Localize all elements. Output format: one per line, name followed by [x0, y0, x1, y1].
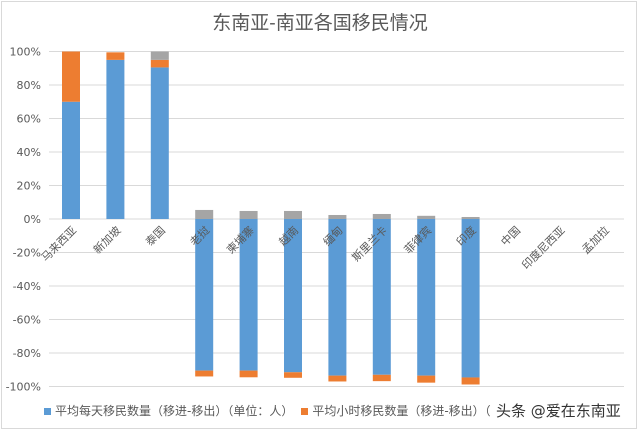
bar-segment [239, 219, 258, 371]
bar-segment [195, 370, 214, 377]
bar-segment [328, 375, 347, 382]
bar-segment [284, 210, 302, 219]
y-tick-label: 80% [17, 79, 41, 92]
bar-segment [372, 219, 391, 375]
legend-swatch-hourly [301, 408, 309, 415]
x-tick-label: 新加坡 [90, 223, 123, 256]
bar-segment [239, 210, 258, 219]
legend-swatch-daily [44, 408, 51, 415]
legend-label-daily: 平均每天移民数量（移进-移出）（单位：人） [55, 404, 294, 418]
y-tick-label: -60% [13, 314, 41, 327]
bar-segment [372, 213, 391, 219]
bar-segment [106, 59, 125, 219]
bar-segment [239, 370, 258, 378]
y-tick-label: -40% [13, 280, 41, 293]
bar-segment [372, 374, 391, 382]
bar-segment [461, 377, 480, 385]
legend-item-daily: 平均每天移民数量（移进-移出）（单位：人） [44, 402, 293, 419]
bar-segment [62, 101, 80, 219]
y-tick-label: 20% [17, 180, 41, 193]
y-tick-label: 60% [17, 113, 41, 126]
x-tick-label: 中国 [498, 224, 523, 249]
bar-segment [417, 219, 436, 376]
y-tick-label: -80% [13, 347, 41, 360]
bar-segment [62, 51, 80, 102]
bar-segment [461, 216, 480, 219]
bar-segment [284, 219, 302, 373]
legend: 平均每天移民数量（移进-移出）（单位：人） 平均小时移民数量（移进-移出）（ [44, 402, 491, 419]
y-tick-label: 100% [10, 46, 41, 59]
bar-segment [417, 375, 436, 383]
bar-segment [328, 219, 347, 376]
y-tick-label: 0% [24, 213, 41, 226]
y-tick-label: -100% [6, 381, 41, 394]
x-tick-label: 马来西亚 [39, 224, 79, 264]
bar-segment [417, 215, 436, 219]
bar-segment [195, 219, 214, 371]
chart-title: 东南亚-南亚各国移民情况 [212, 12, 428, 34]
y-tick-label: 40% [17, 146, 41, 159]
bar-segment [150, 51, 169, 60]
x-tick-label: 印度尼西亚 [519, 223, 568, 272]
watermark: 头条 @爱在东南亚 [496, 402, 621, 420]
bar-segment [461, 219, 480, 378]
bar-segment [150, 67, 169, 219]
bar-segment [284, 372, 302, 378]
bar-segment [195, 209, 214, 219]
legend-item-hourly: 平均小时移民数量（移进-移出）（ [301, 402, 491, 419]
legend-label-hourly: 平均小时移民数量（移进-移出）（ [312, 404, 491, 418]
bar-segment [328, 214, 347, 219]
x-tick-label: 孟加拉 [579, 223, 612, 256]
bar-segment [150, 59, 169, 68]
x-tick-label: 泰国 [142, 223, 167, 248]
bar-segment [106, 52, 125, 60]
y-tick-label: -20% [13, 247, 41, 260]
